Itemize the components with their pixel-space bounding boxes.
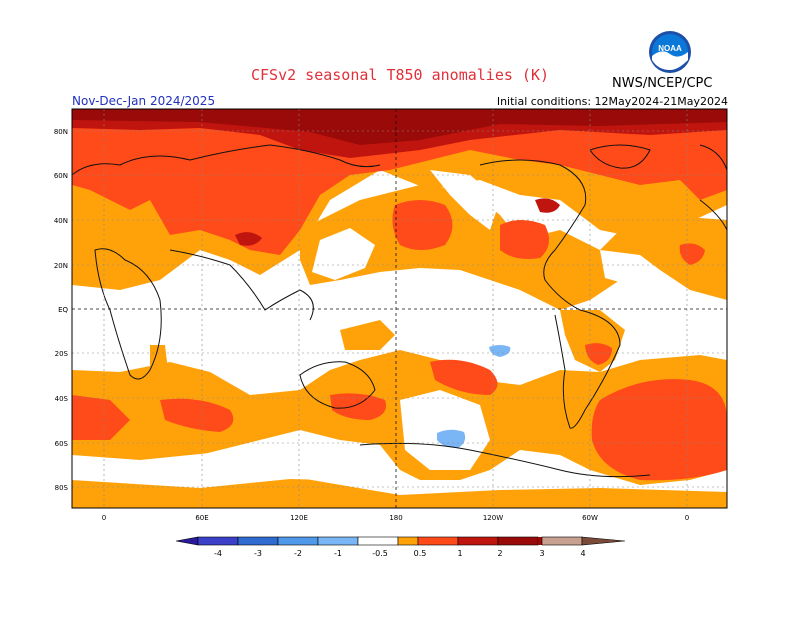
lon-label: 180 (389, 514, 402, 522)
legend-swatch (538, 537, 542, 545)
lon-label: 120E (290, 514, 308, 522)
legend-swatch (497, 536, 539, 546)
reference-lines (72, 109, 727, 508)
forecast-period: Nov-Dec-Jan 2024/2025 (72, 94, 216, 108)
lat-label: 40S (55, 395, 69, 403)
coastlines (72, 144, 727, 478)
lon-label: 120W (483, 514, 503, 522)
lon-label: 60E (195, 514, 208, 522)
anomaly-red-areas (72, 120, 727, 481)
chart-title: CFSv2 seasonal T850 anomalies (K) (250, 66, 549, 84)
anomaly-deepred-areas (72, 109, 727, 145)
agency-label: NWS/NCEP/CPC (612, 76, 713, 91)
lat-label: 80N (54, 128, 68, 136)
lat-label: 20S (55, 350, 69, 358)
logo-text: NOAA (658, 44, 682, 53)
legend-arrow-right (581, 536, 626, 546)
map-frame (71, 108, 728, 509)
legend-label: -4 (214, 549, 222, 558)
legend-swatch (317, 536, 359, 546)
legend-label: -3 (254, 549, 262, 558)
legend-swatch (237, 536, 279, 546)
legend-label: 0.5 (414, 549, 427, 558)
lat-label: 60S (55, 440, 69, 448)
legend-swatch (417, 536, 459, 546)
legend-label: 4 (580, 549, 585, 558)
lat-label: EQ (58, 306, 68, 314)
noaa-logo: NOAA (649, 31, 691, 73)
color-legend: -4 -3 -2 -1 -0.5 0.5 1 2 3 4 (175, 536, 626, 558)
neutral-areas (72, 170, 660, 482)
lon-label: 0 (102, 514, 106, 522)
legend-swatch (457, 536, 499, 546)
legend-swatch (541, 536, 583, 546)
lat-label: 40N (54, 217, 68, 225)
legend-label: 1 (457, 549, 462, 558)
legend-swatch (397, 536, 419, 546)
legend-label: -1 (334, 549, 342, 558)
graticule (72, 109, 727, 508)
initial-conditions: Initial conditions: 12May2024-21May2024 (496, 95, 728, 108)
anomaly-blue-areas (437, 345, 511, 448)
latitude-labels: 80N 60N 40N 20N EQ 20S 40S 60S 80S (54, 128, 69, 492)
legend-label: 2 (497, 549, 502, 558)
lat-label: 20N (54, 262, 68, 270)
legend-label: 3 (539, 549, 544, 558)
legend-arrow-left (175, 536, 199, 546)
legend-swatch (357, 536, 399, 546)
longitude-labels: 0 60E 120E 180 120W 60W 0 (102, 514, 689, 522)
lon-label: 60W (582, 514, 598, 522)
lon-label: 0 (685, 514, 689, 522)
legend-label: -2 (294, 549, 302, 558)
lat-label: 80S (55, 484, 69, 492)
legend-label: -0.5 (372, 549, 388, 558)
legend-swatch (277, 536, 319, 546)
legend-swatch (197, 536, 239, 546)
lat-label: 60N (54, 172, 68, 180)
